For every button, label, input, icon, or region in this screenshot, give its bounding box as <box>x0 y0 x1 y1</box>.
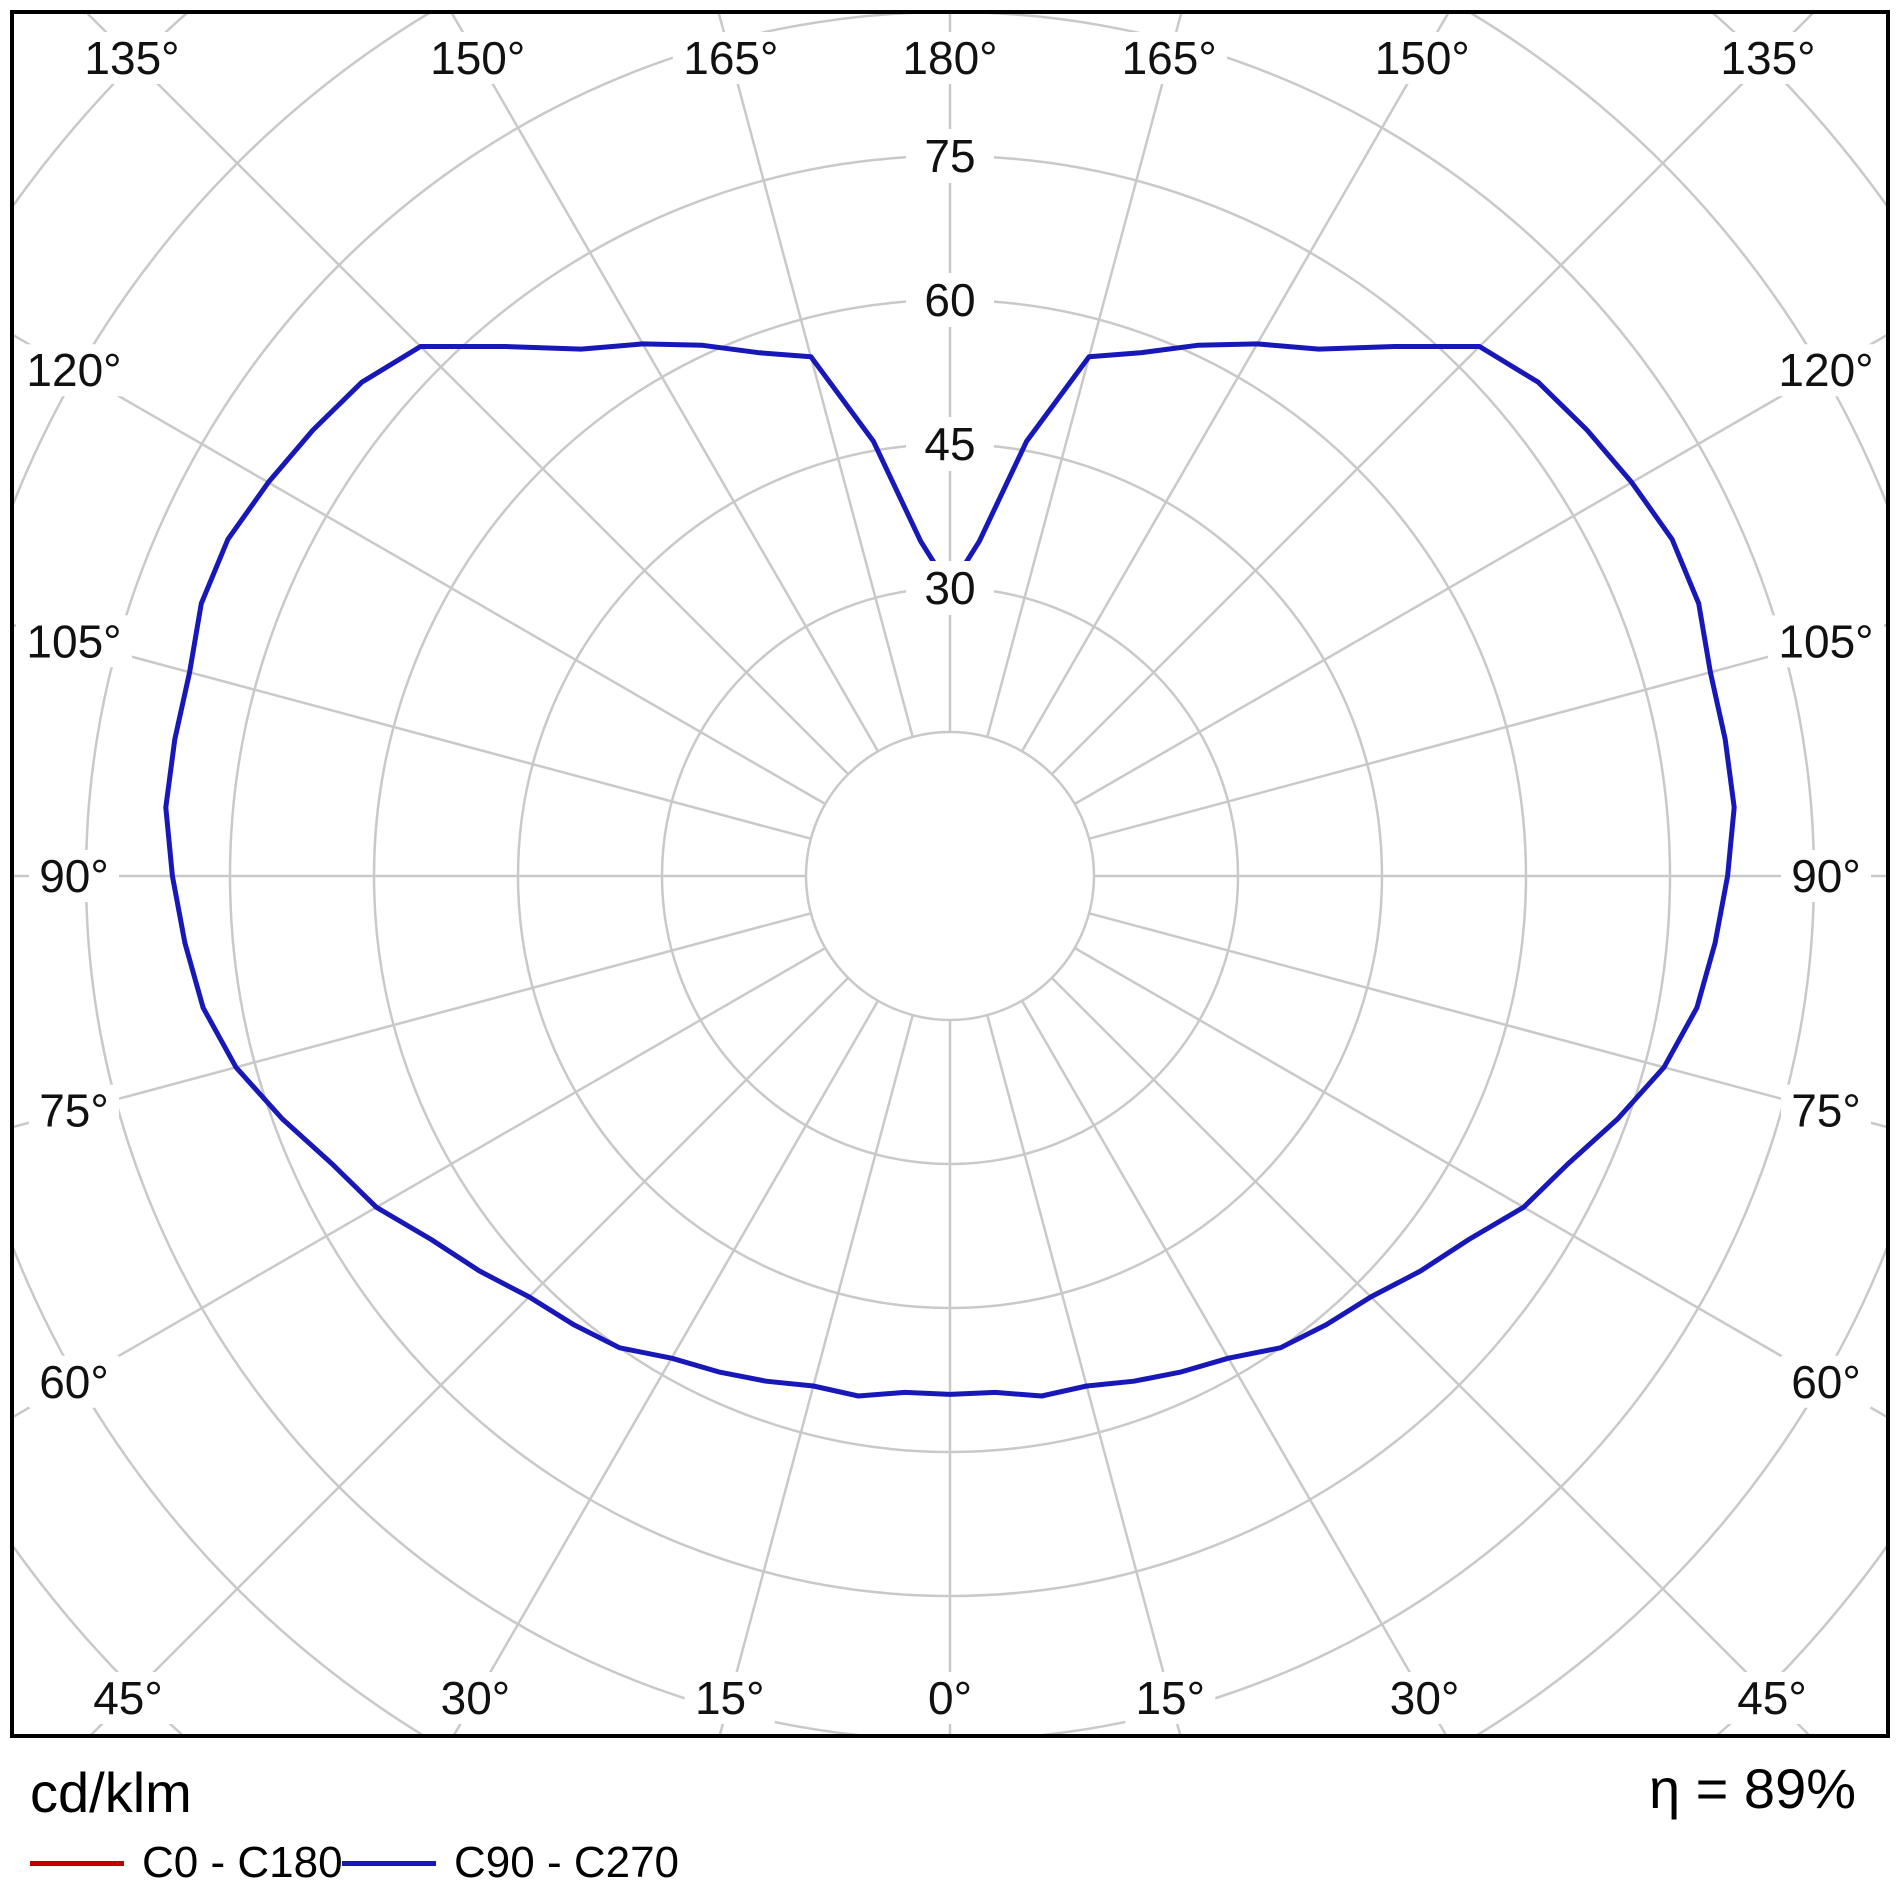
radial-tick-bg <box>906 417 994 471</box>
angle-label-bg <box>1727 1672 1817 1724</box>
grid-spoke <box>452 1000 880 1736</box>
angle-label: 75° <box>1791 1085 1861 1137</box>
radial-tick-label: 75 <box>924 130 975 182</box>
polar-photometric-chart: 30 45 60 75 0° 15° 30° 45° 60° 75° 90° 105° 120° 135°… <box>10 10 1890 1738</box>
grid-spoke <box>449 12 880 752</box>
plot-border <box>10 10 1890 1738</box>
radial-tick-label: 30 <box>924 562 975 614</box>
angle-label: 15° <box>695 1672 765 1724</box>
angle-label: 105° <box>26 615 121 667</box>
angle-label: 45° <box>1737 1672 1807 1724</box>
radial-tick-bg <box>906 273 994 327</box>
angle-label-bg <box>672 32 789 84</box>
angle-label: 60° <box>39 1356 109 1408</box>
angle-label-bg <box>1781 1084 1871 1137</box>
grid-spoke <box>84 12 850 776</box>
angle-label: 180° <box>902 32 997 84</box>
radial-tick-label: 60 <box>924 274 975 326</box>
grid-spoke <box>1050 12 1816 776</box>
angle-label: 135° <box>1720 32 1815 84</box>
angle-label: 30° <box>441 1672 511 1724</box>
angle-label-bg <box>419 32 536 84</box>
angle-label: 45° <box>93 1672 163 1724</box>
angle-label: 0° <box>928 1672 972 1724</box>
grid-spoke <box>1088 912 1888 1129</box>
radial-tick-label: 45 <box>924 418 975 470</box>
grid-spoke <box>12 333 826 806</box>
angle-label-bg <box>1710 32 1826 84</box>
grid-spoke <box>1020 12 1451 752</box>
angle-label-bg <box>684 1672 775 1724</box>
angle-label: 75° <box>39 1085 109 1137</box>
angle-label-bg <box>74 32 190 84</box>
angle-label: 165° <box>1122 32 1217 84</box>
grid-spoke <box>1074 946 1888 1419</box>
grid-spoke <box>1050 976 1812 1736</box>
legend: C0 - C180 C90 - C270 <box>0 1838 1900 1898</box>
grid-spoke <box>12 623 812 840</box>
radial-tick-bg <box>906 561 994 615</box>
legend-item-c90-c270: C90 - C270 <box>342 1838 679 1888</box>
angle-label-bg <box>1768 344 1884 397</box>
angle-label-bg <box>29 1084 119 1137</box>
grid-spoke <box>1088 623 1888 840</box>
angle-label: 150° <box>430 32 525 84</box>
angle-label-bg <box>29 850 119 902</box>
unit-label: cd/klm <box>30 1761 192 1824</box>
grid-spoke <box>12 946 826 1419</box>
angle-label-bg <box>1125 1672 1216 1724</box>
angle-label-bg <box>1781 1355 1871 1408</box>
angle-label-bg <box>1111 32 1228 84</box>
angle-label: 150° <box>1375 32 1470 84</box>
angle-label: 90° <box>1791 850 1861 902</box>
angle-label: 165° <box>683 32 778 84</box>
grid-spoke <box>1074 333 1888 806</box>
efficiency-label: η = 89% <box>1648 1757 1856 1820</box>
angle-label-bg <box>1379 1672 1470 1724</box>
angle-label: 60° <box>1791 1356 1861 1408</box>
grid-spoke <box>88 976 850 1736</box>
angle-label-bg <box>16 344 132 397</box>
legend-item-c0-c180: C0 - C180 <box>30 1838 343 1888</box>
angle-label-bg <box>83 1672 173 1724</box>
angle-label-bg <box>29 1355 119 1408</box>
legend-label-c90-c270: C90 - C270 <box>454 1838 680 1887</box>
angle-label: 30° <box>1390 1672 1460 1724</box>
angle-label-bg <box>892 32 1008 84</box>
angle-label-bg <box>1768 615 1884 668</box>
grid-spoke <box>12 912 812 1129</box>
legend-line-c90-c270 <box>342 1860 436 1866</box>
angle-label-bg <box>430 1672 521 1724</box>
legend-line-c0-c180 <box>30 1860 124 1866</box>
angle-label: 90° <box>39 850 109 902</box>
radial-tick-bg <box>906 129 994 183</box>
angle-label-bg <box>1781 850 1871 902</box>
grid-spoke <box>986 1014 1182 1736</box>
angle-label: 120° <box>1778 344 1873 396</box>
angle-label: 135° <box>84 32 179 84</box>
angle-label: 15° <box>1135 1672 1205 1724</box>
angle-label: 105° <box>1778 615 1873 667</box>
angle-label-bg <box>1364 32 1481 84</box>
legend-label-c0-c180: C0 - C180 <box>142 1838 343 1887</box>
angle-label-bg <box>16 615 132 668</box>
angle-label-bg <box>918 1672 982 1724</box>
angle-label: 120° <box>26 344 121 396</box>
grid-spoke <box>718 1014 914 1736</box>
grid-spoke <box>1020 1000 1448 1736</box>
